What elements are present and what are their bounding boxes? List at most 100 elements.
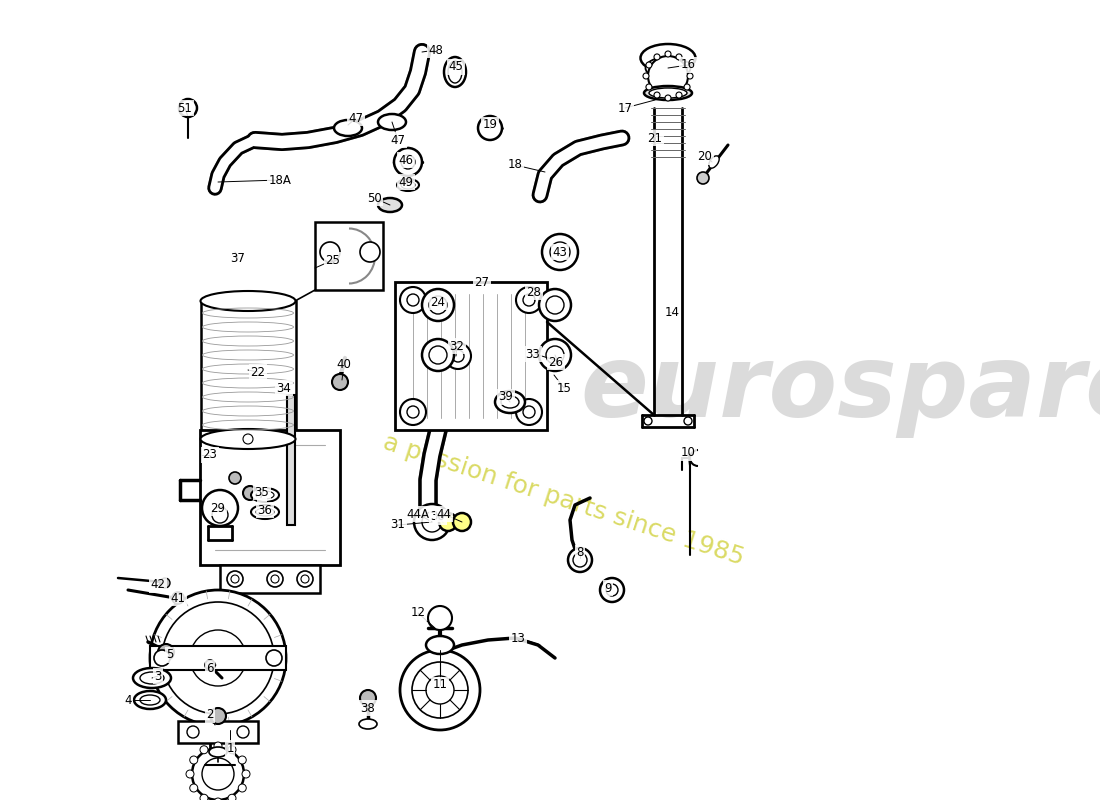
Circle shape <box>236 726 249 738</box>
Text: 18A: 18A <box>268 174 292 186</box>
Text: 30: 30 <box>430 510 446 523</box>
Circle shape <box>522 406 535 418</box>
Text: 46: 46 <box>398 154 414 166</box>
Circle shape <box>542 234 578 270</box>
Circle shape <box>190 630 246 686</box>
Text: 15: 15 <box>557 382 571 394</box>
Bar <box>287 395 295 525</box>
Circle shape <box>684 84 690 90</box>
Text: 35: 35 <box>254 486 270 498</box>
Circle shape <box>644 73 649 79</box>
Text: 33: 33 <box>526 347 540 361</box>
Text: 1: 1 <box>227 742 233 754</box>
Circle shape <box>360 242 379 262</box>
Text: 28: 28 <box>527 286 541 298</box>
Ellipse shape <box>378 114 406 130</box>
Circle shape <box>697 172 710 184</box>
Circle shape <box>402 155 415 169</box>
Circle shape <box>162 602 274 714</box>
Circle shape <box>666 51 671 57</box>
Circle shape <box>200 794 208 800</box>
Circle shape <box>422 339 454 371</box>
Text: 23: 23 <box>202 449 218 462</box>
Circle shape <box>202 758 234 790</box>
Circle shape <box>190 756 198 764</box>
Circle shape <box>676 54 682 60</box>
Circle shape <box>573 553 587 567</box>
Text: 18: 18 <box>507 158 522 171</box>
Bar <box>220 565 320 593</box>
Ellipse shape <box>140 672 164 684</box>
Circle shape <box>200 746 208 754</box>
Ellipse shape <box>640 44 695 72</box>
Circle shape <box>205 660 214 670</box>
Circle shape <box>429 346 447 364</box>
Text: 39: 39 <box>498 390 514 403</box>
Text: 4: 4 <box>124 694 132 706</box>
Circle shape <box>646 62 652 68</box>
Text: 27: 27 <box>474 275 490 289</box>
Text: 5: 5 <box>166 649 174 662</box>
Circle shape <box>400 399 426 425</box>
Text: 9: 9 <box>604 582 612 594</box>
Circle shape <box>600 578 624 602</box>
Text: 43: 43 <box>552 246 568 258</box>
Text: 47: 47 <box>349 111 363 125</box>
Text: 29: 29 <box>210 502 225 514</box>
Ellipse shape <box>378 198 402 212</box>
Circle shape <box>428 606 452 630</box>
Ellipse shape <box>140 695 159 705</box>
Polygon shape <box>315 222 383 290</box>
Circle shape <box>412 662 468 718</box>
Text: 42: 42 <box>151 578 165 591</box>
Circle shape <box>546 346 564 364</box>
Text: 14: 14 <box>664 306 680 318</box>
Circle shape <box>422 289 454 321</box>
Ellipse shape <box>500 396 519 408</box>
Text: 51: 51 <box>177 102 192 114</box>
Text: 17: 17 <box>617 102 632 114</box>
Circle shape <box>239 756 246 764</box>
Circle shape <box>606 584 618 596</box>
Ellipse shape <box>209 747 227 757</box>
Circle shape <box>202 490 238 526</box>
Circle shape <box>172 592 184 604</box>
Ellipse shape <box>251 505 279 519</box>
Circle shape <box>297 571 313 587</box>
Circle shape <box>242 770 250 778</box>
Text: 3: 3 <box>154 670 162 682</box>
Ellipse shape <box>200 429 296 449</box>
Circle shape <box>684 417 692 425</box>
Text: 32: 32 <box>450 339 464 353</box>
Circle shape <box>267 571 283 587</box>
Ellipse shape <box>453 513 471 531</box>
Ellipse shape <box>256 508 274 516</box>
Ellipse shape <box>402 181 415 189</box>
Circle shape <box>239 784 246 792</box>
Circle shape <box>214 798 222 800</box>
Ellipse shape <box>359 719 377 729</box>
Ellipse shape <box>397 179 419 191</box>
Circle shape <box>154 650 170 666</box>
Text: 44: 44 <box>437 507 451 521</box>
Text: 22: 22 <box>251 366 265 378</box>
Circle shape <box>186 770 194 778</box>
Circle shape <box>212 507 228 523</box>
Circle shape <box>478 116 502 140</box>
Ellipse shape <box>134 691 166 709</box>
Circle shape <box>243 486 257 500</box>
Circle shape <box>229 472 241 484</box>
Circle shape <box>407 294 419 306</box>
Text: 25: 25 <box>326 254 340 266</box>
Circle shape <box>228 794 236 800</box>
Circle shape <box>179 99 197 117</box>
Circle shape <box>516 287 542 313</box>
Bar <box>150 646 286 670</box>
Text: 31: 31 <box>390 518 406 531</box>
Circle shape <box>688 73 693 79</box>
Text: 12: 12 <box>410 606 426 619</box>
Text: 21: 21 <box>648 131 662 145</box>
Text: 24: 24 <box>430 295 446 309</box>
Circle shape <box>243 434 253 444</box>
Circle shape <box>539 339 571 371</box>
